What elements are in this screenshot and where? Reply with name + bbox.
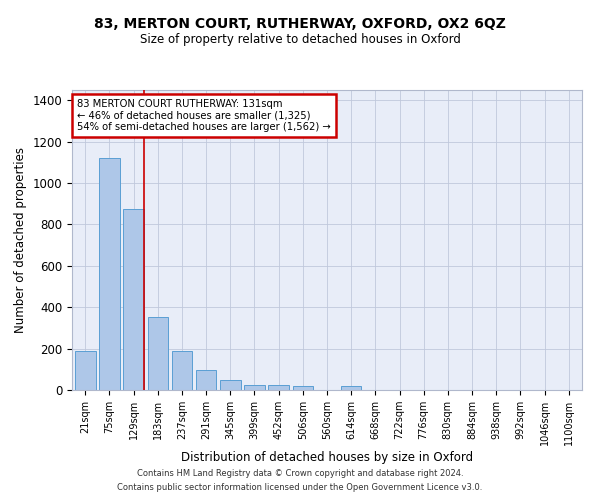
Bar (99, 158, 120, 390)
X-axis label: Distribution of detached houses by size in Oxford: Distribution of detached houses by size … (181, 450, 473, 464)
Text: Size of property relative to detached houses in Oxford: Size of property relative to detached ho… (140, 32, 460, 46)
Bar (220, 380, 241, 390)
Text: 83 MERTON COURT RUTHERWAY: 131sqm
← 46% of detached houses are smaller (1,325)
5: 83 MERTON COURT RUTHERWAY: 131sqm ← 46% … (77, 99, 331, 132)
Bar (341, 386, 361, 390)
Bar (148, 316, 168, 390)
Bar (244, 386, 265, 390)
Bar (124, 209, 144, 390)
Y-axis label: Number of detached properties: Number of detached properties (14, 147, 27, 333)
Bar (75, 350, 95, 390)
Text: 83, MERTON COURT, RUTHERWAY, OXFORD, OX2 6QZ: 83, MERTON COURT, RUTHERWAY, OXFORD, OX2… (94, 18, 506, 32)
Bar (268, 386, 289, 390)
Bar (293, 386, 313, 390)
Bar (172, 350, 192, 390)
Text: Contains public sector information licensed under the Open Government Licence v3: Contains public sector information licen… (118, 484, 482, 492)
Text: Contains HM Land Registry data © Crown copyright and database right 2024.: Contains HM Land Registry data © Crown c… (137, 468, 463, 477)
Bar (196, 370, 217, 390)
